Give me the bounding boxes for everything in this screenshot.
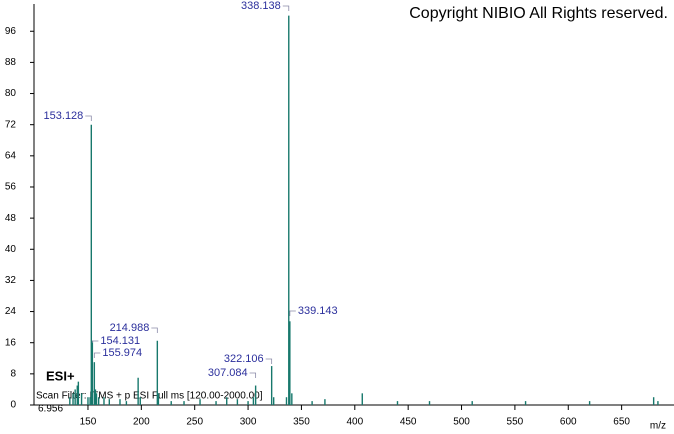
y-tick-label: 56 [5,182,17,193]
label-leader [289,310,296,316]
label-leader [249,372,257,378]
x-tick-label: 150 [80,417,97,428]
copyright: Copyright NIBIO All Rights reserved. [409,5,668,22]
label-leader [85,115,92,121]
peak-label: 214.988 [110,322,150,334]
peak-label: 155.974 [102,347,142,359]
peak-label: 322.106 [224,353,264,365]
label-leader [265,358,273,364]
y-tick-label: 64 [5,150,17,161]
retention-time: 6.956 [38,404,63,415]
y-tick-label: 32 [5,275,17,286]
peak-label: 153.128 [44,110,84,122]
x-tick-label: 250 [186,417,203,428]
label-leader [151,327,158,333]
peak-label: 154.131 [100,335,140,347]
peak-label: 307.084 [208,367,248,379]
x-axis-label: m/z [650,421,666,432]
x-tick-label: 400 [346,417,363,428]
label-leader [91,340,99,343]
scan-filter: Scan Filter: ITMS + p ESI Full ms [120.0… [36,391,263,402]
y-tick-label: 88 [5,57,17,68]
x-tick-label: 600 [560,417,577,428]
y-tick-label: 40 [5,244,17,255]
y-tick-label: 96 [5,26,17,37]
y-tick-label: 0 [10,400,16,411]
peak-label: 338.138 [241,0,281,12]
y-tick-label: 24 [5,306,17,317]
y-tick-label: 48 [5,213,17,224]
x-tick-label: 300 [240,417,257,428]
x-tick-label: 350 [293,417,310,428]
ionization: ESI+ [46,368,75,383]
x-tick-label: 550 [507,417,524,428]
y-tick-label: 16 [5,337,17,348]
y-tick-label: 8 [10,368,16,379]
label-leader [93,352,101,358]
x-tick-label: 450 [400,417,417,428]
peak-label: 339.143 [298,305,338,317]
x-tick-label: 500 [453,417,470,428]
x-tick-label: 650 [613,417,630,428]
x-tick-label: 200 [133,417,150,428]
y-tick-label: 80 [5,88,17,99]
y-tick-label: 72 [5,119,17,130]
label-leader [282,5,290,11]
